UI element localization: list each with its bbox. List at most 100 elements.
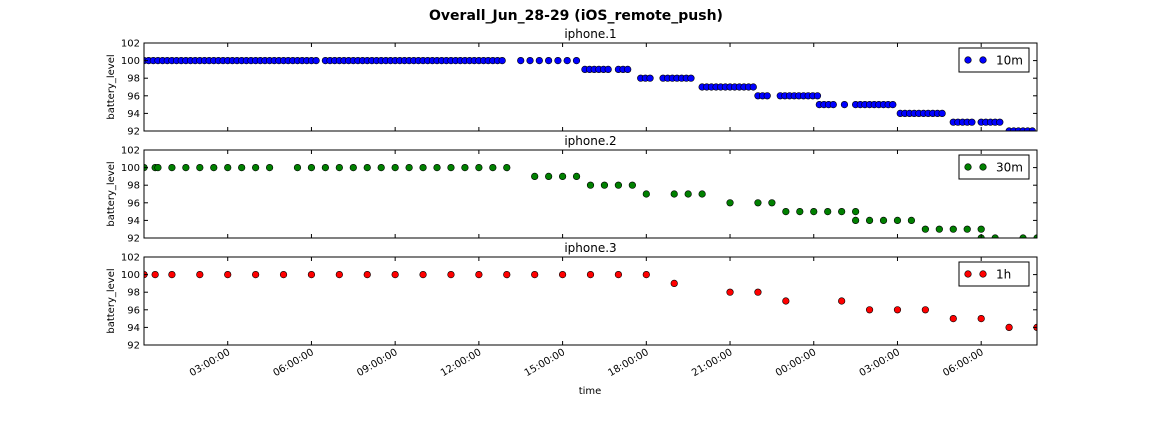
data-point bbox=[921, 225, 929, 233]
x-tick-label: 12:00:00 bbox=[439, 347, 483, 379]
y-axis-label: battery_level bbox=[106, 161, 117, 226]
data-point bbox=[935, 225, 943, 233]
x-tick-label: 06:00:00 bbox=[272, 347, 316, 379]
data-point bbox=[768, 199, 776, 207]
data-point bbox=[535, 56, 543, 65]
data-point bbox=[503, 271, 511, 279]
data-point bbox=[813, 92, 822, 100]
data-point bbox=[614, 181, 623, 189]
data-point bbox=[572, 56, 581, 65]
data-point bbox=[405, 164, 413, 172]
data-point bbox=[363, 271, 371, 279]
data-point bbox=[938, 109, 946, 117]
data-point bbox=[321, 164, 329, 172]
data-point bbox=[168, 271, 176, 279]
data-point bbox=[526, 56, 534, 65]
data-point bbox=[252, 271, 260, 279]
legend: 30m bbox=[958, 154, 1030, 180]
data-point bbox=[196, 164, 204, 172]
data-point bbox=[489, 164, 497, 172]
data-point bbox=[391, 164, 399, 172]
data-point bbox=[642, 190, 650, 198]
data-point bbox=[642, 271, 650, 279]
x-tick-label: 06:00:00 bbox=[941, 347, 985, 379]
data-point bbox=[531, 271, 539, 279]
data-point bbox=[698, 190, 706, 198]
y-tick-label: 96 bbox=[127, 305, 140, 316]
y-axis-label: battery_level bbox=[106, 54, 117, 119]
data-point bbox=[503, 164, 511, 172]
data-point bbox=[865, 216, 874, 224]
data-point bbox=[293, 164, 302, 172]
data-point bbox=[763, 92, 771, 100]
data-point bbox=[996, 118, 1004, 126]
x-tick-label: 21:00:00 bbox=[690, 347, 734, 379]
y-tick-label: 92 bbox=[127, 341, 140, 352]
data-point bbox=[646, 74, 654, 82]
data-point bbox=[1005, 323, 1013, 332]
data-point bbox=[558, 172, 567, 180]
x-tick-label: 18:00:00 bbox=[606, 347, 650, 379]
data-point bbox=[335, 164, 343, 172]
data-point bbox=[907, 216, 916, 224]
data-point bbox=[252, 164, 260, 172]
data-point bbox=[586, 181, 595, 189]
data-point bbox=[554, 56, 562, 65]
data-points bbox=[144, 164, 1037, 238]
data-point bbox=[893, 216, 902, 224]
data-point bbox=[312, 56, 320, 65]
subplots: iphone.1battery_level9294969810010210mip… bbox=[106, 27, 1038, 379]
subplot-title: iphone.3 bbox=[564, 241, 616, 255]
data-point bbox=[810, 208, 818, 216]
data-point bbox=[168, 164, 176, 172]
data-point bbox=[545, 172, 553, 180]
data-point bbox=[949, 315, 957, 323]
legend-marker bbox=[979, 270, 987, 278]
data-point bbox=[963, 225, 971, 233]
data-point bbox=[782, 208, 790, 216]
data-point bbox=[563, 56, 571, 65]
legend-marker bbox=[964, 56, 972, 64]
y-tick-label: 96 bbox=[127, 91, 140, 102]
y-tick-label: 96 bbox=[127, 198, 140, 209]
data-point bbox=[475, 164, 483, 172]
data-point bbox=[687, 74, 695, 82]
data-point bbox=[604, 65, 612, 73]
data-point bbox=[977, 315, 985, 323]
data-point bbox=[475, 271, 483, 279]
data-points bbox=[144, 271, 1037, 332]
data-point bbox=[968, 118, 976, 126]
legend-marker bbox=[979, 163, 987, 171]
data-point bbox=[829, 100, 837, 109]
legend-marker bbox=[979, 56, 987, 64]
figure-title: Overall_Jun_28-29 (iOS_remote_push) bbox=[429, 8, 723, 24]
x-axis-label: time bbox=[579, 386, 602, 397]
data-point bbox=[182, 164, 190, 172]
y-tick-label: 94 bbox=[127, 216, 140, 227]
subplot-title: iphone.2 bbox=[564, 134, 616, 148]
data-point bbox=[419, 271, 427, 279]
data-point bbox=[749, 83, 757, 91]
plot-frame bbox=[143, 42, 1038, 132]
data-point bbox=[307, 271, 316, 279]
data-point bbox=[949, 225, 957, 233]
y-tick-label: 100 bbox=[121, 56, 140, 67]
data-point bbox=[670, 279, 678, 288]
data-point bbox=[782, 297, 790, 305]
y-tick-label: 100 bbox=[121, 163, 140, 174]
legend-marker bbox=[964, 270, 972, 278]
data-point bbox=[921, 306, 929, 314]
data-point bbox=[349, 164, 357, 172]
x-tick-label: 09:00:00 bbox=[355, 347, 399, 379]
data-point bbox=[865, 306, 874, 314]
data-point bbox=[210, 164, 218, 172]
y-tick-label: 92 bbox=[127, 234, 140, 245]
data-point bbox=[391, 271, 399, 279]
data-point bbox=[893, 306, 902, 314]
legend-label: 1h bbox=[996, 268, 1011, 282]
legend-label: 10m bbox=[996, 54, 1023, 68]
plot-frame bbox=[143, 256, 1038, 346]
data-point bbox=[498, 56, 506, 65]
data-point bbox=[447, 164, 455, 172]
